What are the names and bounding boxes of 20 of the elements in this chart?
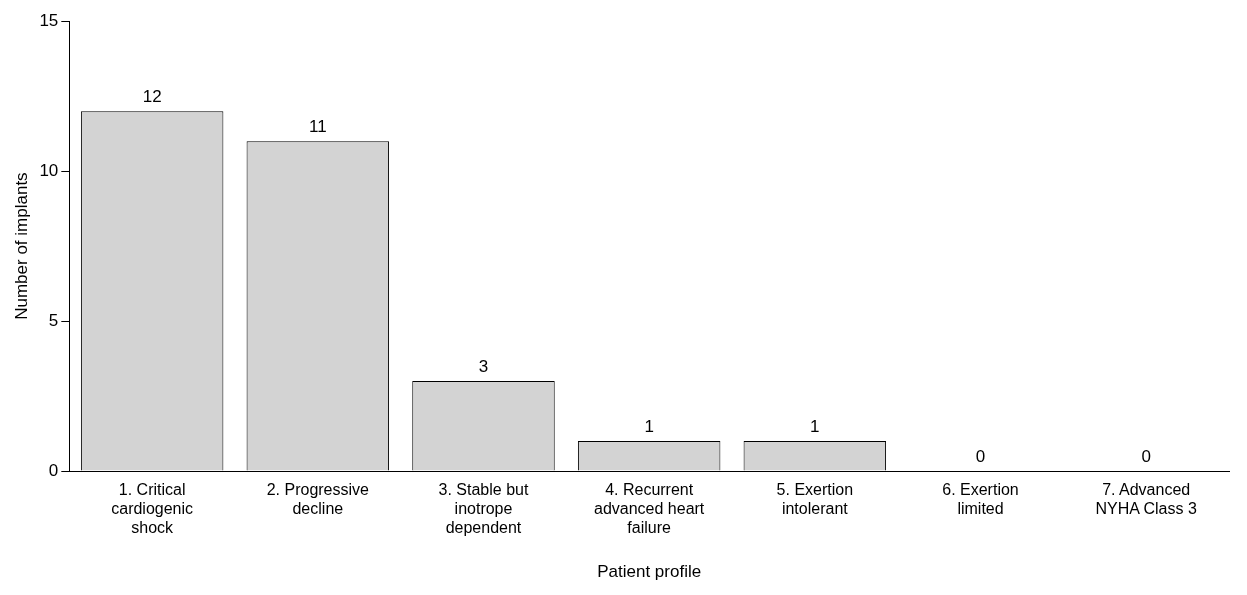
data-label: 0 <box>1141 447 1151 467</box>
x-axis-title: Patient profile <box>597 562 702 582</box>
data-label: 0 <box>975 447 986 467</box>
x-tick-label: 1. Critical cardiogenic shock <box>111 481 194 537</box>
y-axis-title: Number of implants <box>11 172 31 320</box>
data-label: 1 <box>644 417 654 437</box>
y-tick-label: 15 <box>39 10 59 30</box>
y-tick-label: 0 <box>48 460 59 480</box>
x-tick-label: 2. Progressive decline <box>266 481 370 518</box>
x-tick-label: 7. Advanced NYHA Class 3 <box>1095 481 1197 518</box>
x-tick-label: 6. Exertion limited <box>942 481 1019 518</box>
x-tick-label: 5. Exertion intolerant <box>776 481 854 518</box>
x-tick-label: 4. Recurrent advanced heart failure <box>594 481 705 537</box>
data-label: 12 <box>142 87 162 107</box>
data-label: 1 <box>810 417 820 437</box>
y-tick-label: 10 <box>39 160 59 180</box>
x-tick-label: 3. Stable but inotrope dependent <box>438 481 529 537</box>
data-label: 3 <box>478 357 489 377</box>
y-tick-label: 5 <box>48 310 59 330</box>
data-label: 11 <box>308 117 327 137</box>
